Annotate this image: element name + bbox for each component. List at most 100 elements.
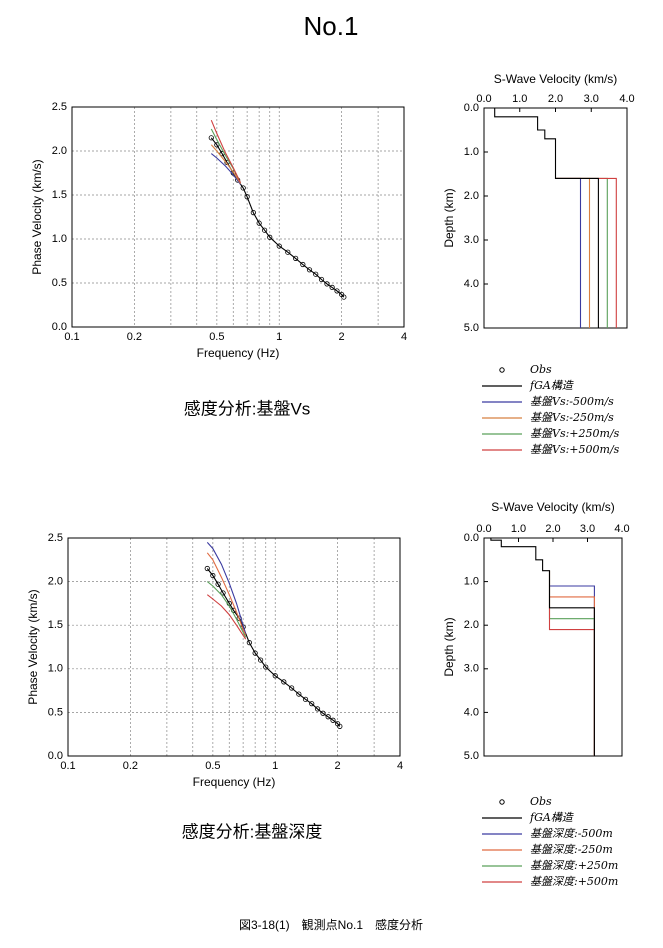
legend-label: 基盤Vs:+250m/s [530,427,620,440]
x-tick-label: 4.0 [614,523,629,535]
x-axis-label: Frequency (Hz) [193,775,276,789]
y-tick-label: 0.0 [464,532,479,544]
obs-point [262,227,268,233]
x-tick-label: 4 [397,760,403,772]
series-line [206,594,247,640]
obs-point [329,284,335,290]
legend-marker [499,799,505,805]
y-tick-label: 2.0 [464,619,479,631]
legend-label: 基盤深度:-500m [530,827,613,840]
obs-point [324,281,330,287]
x-tick-label: 0.5 [209,331,224,343]
obs-point [302,696,309,702]
plot-frame [483,107,628,329]
legend-label: 基盤深度:+500m [530,875,618,888]
obs-point [300,261,306,268]
x-tick-label: 4 [401,331,407,343]
series-line [206,568,341,727]
legend-label: 基盤Vs:-500m/s [530,395,614,408]
x-tick-label: 4.0 [619,93,634,105]
y-tick-label: 2.0 [48,576,63,588]
plot-frame [483,537,623,757]
x-tick-label: 0.0 [476,523,491,535]
series-line [548,570,595,756]
obs-point [318,276,325,283]
x-tick-label: 2.0 [545,523,560,535]
obs-point [246,640,252,646]
legend-label: fGA構造 [529,379,574,392]
x-tick-label: 2.0 [548,93,563,105]
figure-caption: 図3-18(1) 観測点No.1 感度分析 [239,917,423,932]
y-axis-label: Phase Velocity (km/s) [30,159,44,274]
y-tick-label: 0.0 [52,321,67,333]
legend-label: 基盤Vs:+500m/s [530,443,620,456]
series-line [555,177,591,328]
y-tick-label: 5.0 [464,322,479,334]
series-line [549,596,595,756]
legend-label: fGA構造 [529,811,574,824]
obs-point [267,234,273,240]
y-tick-label: 1.0 [52,233,67,245]
x-tick-label: 0.2 [127,331,142,343]
series-line [210,144,241,184]
obs-point [296,691,302,697]
obs-point [208,135,214,141]
series-line [494,108,599,328]
obs-point [281,679,287,685]
series-line [206,581,247,638]
series-line [206,552,247,636]
caption: 感度分析:基盤深度 [182,822,323,841]
y-tick-label: 2.0 [464,190,479,202]
y-axis-label: Depth (km) [442,188,456,247]
series-line [210,137,345,298]
series-line [548,570,595,756]
series-line [555,177,608,328]
y-tick-label: 1.0 [464,576,479,588]
y-tick-label: 1.5 [52,189,67,201]
legend-marker [499,367,505,373]
y-tick-label: 0.5 [48,706,63,718]
y-axis-label: Phase Velocity (km/s) [26,589,40,704]
x-tick-label: 0.1 [60,760,75,772]
y-tick-label: 5.0 [464,750,479,762]
obs-point [309,701,315,707]
x-tick-label: 0.2 [123,760,138,772]
obs-point [204,565,210,572]
y-tick-label: 0.5 [52,277,67,289]
series-line [555,177,582,328]
series-line [206,542,247,635]
obs-point [252,650,258,656]
x-tick-label: 2 [339,331,345,343]
series-line [549,585,595,756]
obs-point [289,685,295,691]
obs-point [240,185,246,191]
x-axis-label: Frequency (Hz) [197,346,280,360]
y-tick-label: 3.0 [464,663,479,675]
legend-label: 基盤深度:+250m [530,859,618,872]
obs-point [330,717,336,723]
series-line [210,119,241,183]
y-tick-label: 4.0 [464,278,479,290]
x-tick-label: 1.0 [511,523,526,535]
x-tick-label: 3.0 [580,523,595,535]
x-tick-label: 0.0 [476,93,491,105]
obs-point [285,249,291,255]
obs-point [325,714,331,720]
obs-point [244,194,250,200]
legend-label: 基盤Vs:-250m/s [530,411,614,424]
y-tick-label: 1.0 [48,663,63,675]
obs-point [272,673,278,679]
legend-label: Obs [530,795,552,808]
y-tick-label: 4.0 [464,706,479,718]
x-tick-label: 2 [335,760,341,772]
legend-label: Obs [530,363,552,376]
y-tick-label: 3.0 [464,234,479,246]
obs-point [306,267,313,273]
y-tick-label: 1.0 [464,146,479,158]
obs-point [256,220,262,226]
plot-frame [67,537,401,757]
obs-point [293,255,299,261]
obs-point [258,657,264,663]
obs-point [334,288,340,294]
y-tick-label: 1.5 [48,619,63,631]
